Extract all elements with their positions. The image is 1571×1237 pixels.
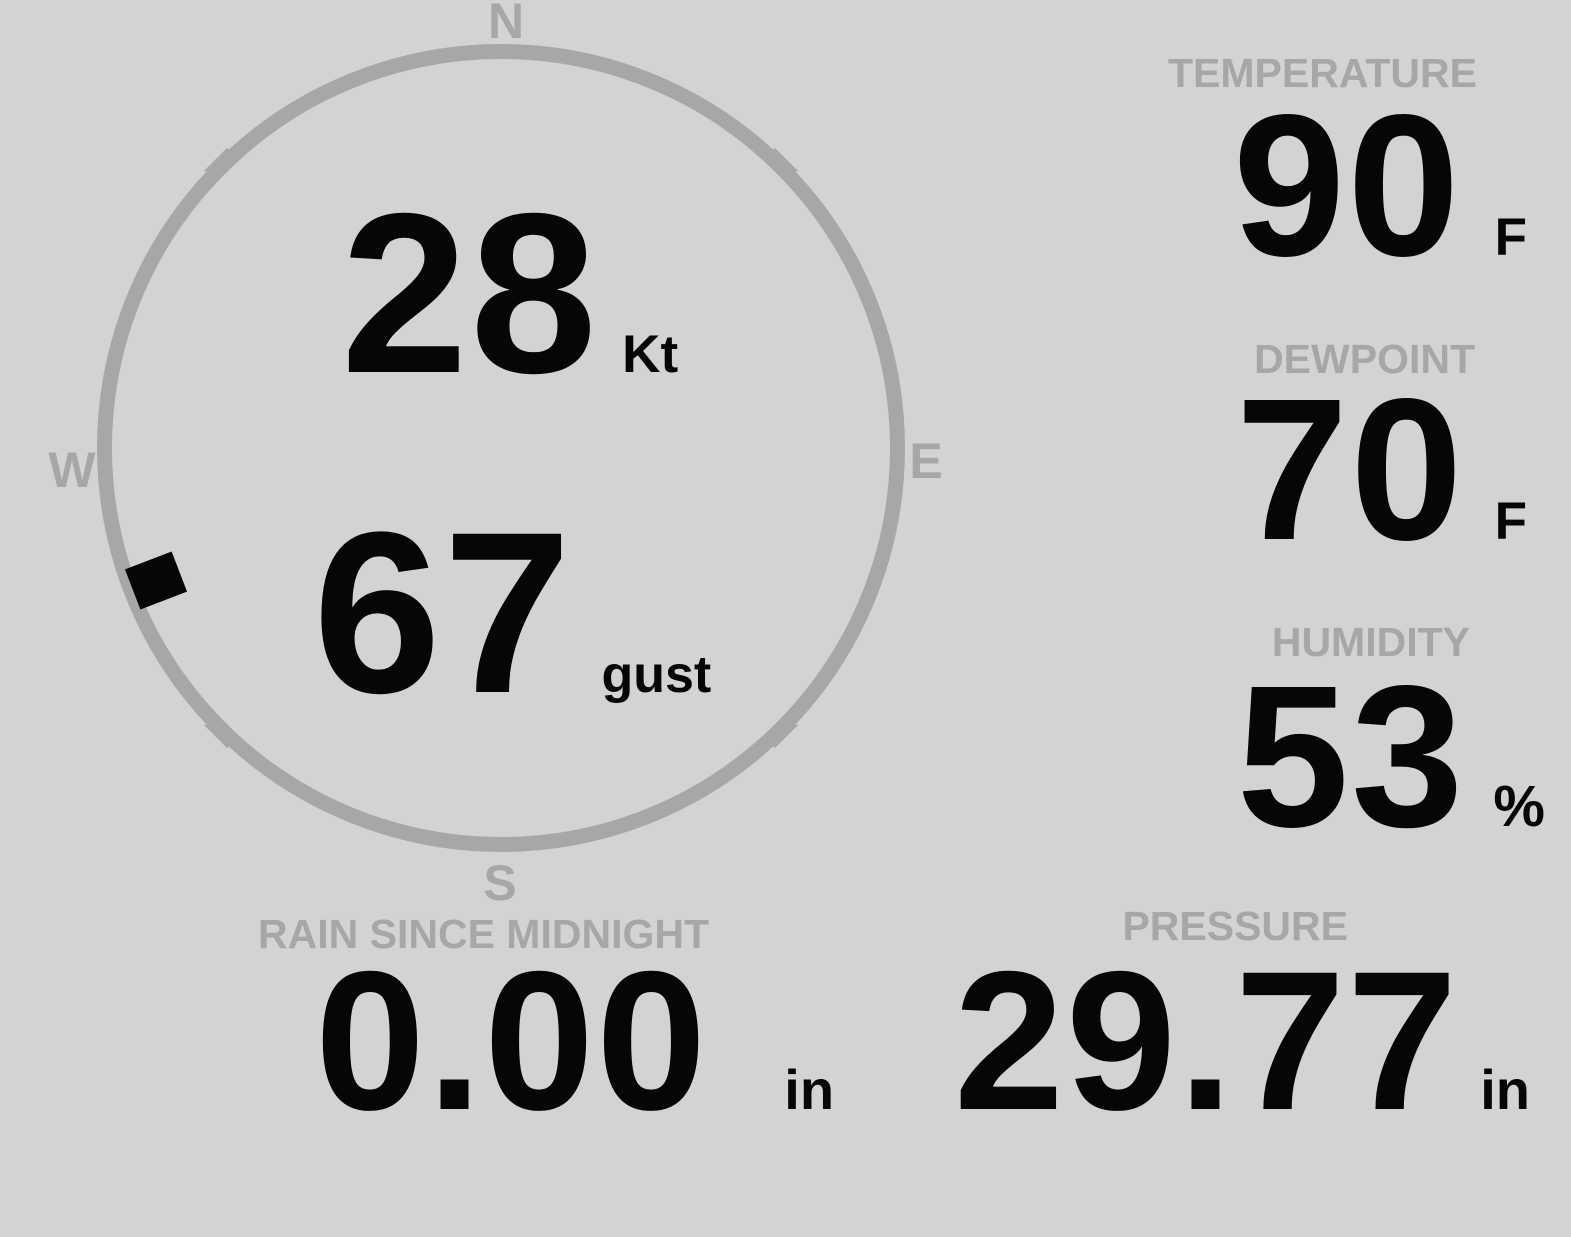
humidity-label: HUMIDITY bbox=[1271, 619, 1470, 665]
humidity-value: 53 bbox=[1236, 643, 1466, 869]
wind-gust-readout: 67 gust bbox=[313, 498, 711, 728]
dewpoint-unit: F bbox=[1494, 492, 1527, 551]
wind-speed-value: 28 bbox=[341, 167, 600, 421]
dewpoint-value: 70 bbox=[1235, 356, 1465, 582]
temperature-value: 90 bbox=[1232, 72, 1462, 298]
temperature-readout: 90 F bbox=[1233, 84, 1527, 286]
cardinal-north: N bbox=[487, 0, 525, 49]
pressure-label: PRESSURE bbox=[1122, 903, 1348, 949]
temperature-label: TEMPERATURE bbox=[1167, 50, 1477, 96]
dewpoint-readout: 70 F bbox=[1236, 368, 1527, 570]
wind-gust-value: 67 bbox=[313, 484, 574, 741]
pressure-readout: 29.77 in bbox=[954, 942, 1530, 1140]
dewpoint-label: DEWPOINT bbox=[1254, 336, 1475, 382]
cardinal-west: W bbox=[48, 442, 96, 498]
wind-speed-readout: 28 Kt bbox=[341, 180, 678, 408]
rain-unit: in bbox=[784, 1058, 835, 1121]
cardinal-south: S bbox=[483, 855, 517, 911]
temperature-unit: F bbox=[1494, 208, 1527, 267]
pressure-value: 29.77 bbox=[953, 930, 1460, 1151]
wind-gust-unit: gust bbox=[601, 646, 712, 704]
humidity-readout: 53 % bbox=[1237, 655, 1545, 857]
rain-label: RAIN SINCE MIDNIGHT bbox=[258, 911, 709, 957]
cardinal-east: E bbox=[909, 433, 943, 489]
wind-speed-unit: Kt bbox=[622, 325, 679, 384]
rain-value: 0.00 bbox=[315, 930, 709, 1151]
pressure-unit: in bbox=[1480, 1058, 1530, 1121]
rain-readout: 0.00 in bbox=[315, 942, 834, 1140]
humidity-unit: % bbox=[1493, 774, 1545, 839]
